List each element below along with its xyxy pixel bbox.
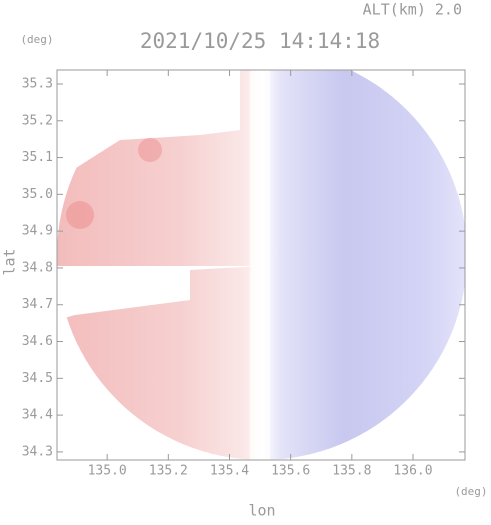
no-echo [57, 70, 240, 180]
x-tick-label: 135.4 [210, 464, 249, 479]
x-unit: (deg) [454, 485, 487, 498]
x-tick-label: 135.8 [332, 464, 371, 479]
zero-band [250, 70, 270, 460]
no-echo-wedge [57, 300, 190, 320]
y-tick-label: 34.7 [22, 297, 53, 312]
echo [138, 138, 162, 162]
y-tick-label: 34.3 [22, 444, 53, 459]
y-tick-label: 34.9 [22, 224, 53, 239]
x-tick-label: 135.2 [149, 464, 188, 479]
x-tick-label: 136.0 [393, 464, 432, 479]
y-tick-label: 34.6 [22, 334, 53, 349]
x-axis-label: lon [248, 502, 275, 520]
y-tick-label: 34.5 [22, 371, 53, 386]
y-axis-label: lat [1, 248, 19, 275]
y-tick-label: 35.0 [22, 187, 53, 202]
y-unit: (deg) [20, 33, 53, 46]
y-tick-label: 34.8 [22, 260, 53, 275]
no-echo-wedge [57, 266, 262, 300]
radar-image [57, 70, 465, 460]
x-tick-label: 135.0 [88, 464, 127, 479]
y-tick-label: 35.3 [22, 76, 53, 91]
altitude-label: ALT(km) 2.0 [363, 1, 462, 19]
y-tick-label: 35.2 [22, 113, 53, 128]
y-tick-label: 34.4 [22, 408, 53, 423]
x-tick-label: 135.6 [271, 464, 310, 479]
chart-title: 2021/10/25 14:14:18 [140, 29, 380, 53]
plot-frame [56, 69, 466, 461]
echo [66, 201, 94, 229]
y-tick-label: 35.1 [22, 150, 53, 165]
